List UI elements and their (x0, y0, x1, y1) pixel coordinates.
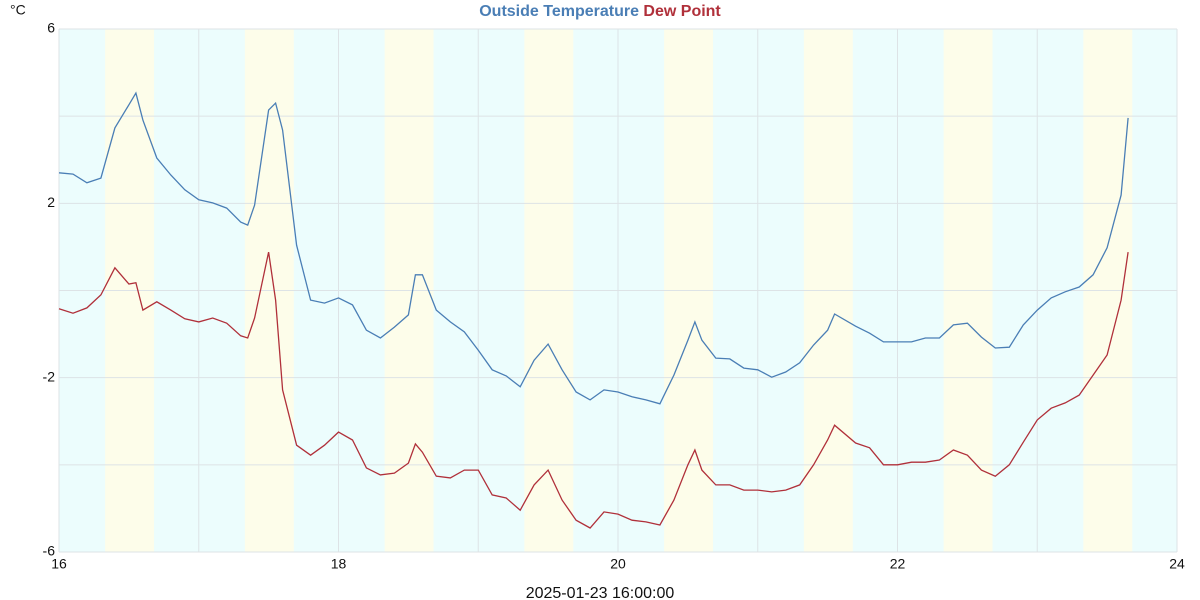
legend-entry: Outside Temperature (479, 3, 639, 20)
y-tick-label: -6 (43, 543, 56, 559)
legend-entry: Dew Point (643, 3, 721, 20)
x-tick-label: 24 (1169, 556, 1185, 572)
x-tick-label: 22 (890, 556, 906, 572)
y-tick-label: 2 (47, 194, 55, 210)
legend: Outside Temperature Dew Point (479, 3, 721, 20)
y-tick-label: 6 (47, 20, 55, 36)
x-axis-title: 2025-01-23 16:00:00 (526, 585, 675, 600)
x-tick-label: 16 (51, 556, 67, 572)
series-line (58, 251, 1129, 529)
series-line (58, 91, 1129, 405)
y-tick-label: -2 (43, 368, 56, 384)
x-tick-label: 20 (610, 556, 626, 572)
y-axis-unit: °C (10, 2, 26, 18)
x-tick-label: 18 (331, 556, 347, 572)
